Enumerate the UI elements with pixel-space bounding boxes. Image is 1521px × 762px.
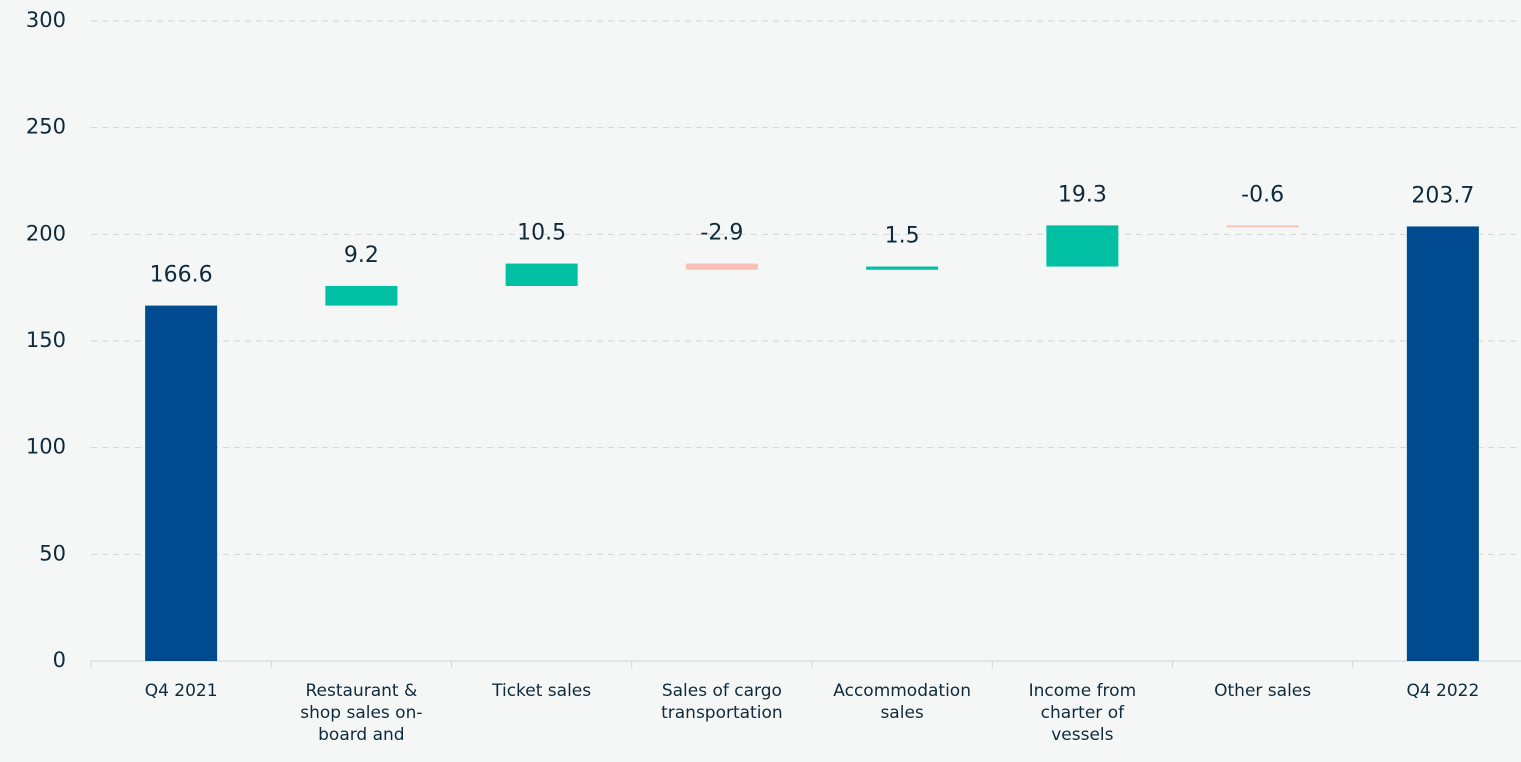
value-label: -0.6 <box>1241 182 1284 207</box>
x-tick-label: Ticket sales <box>491 681 591 701</box>
x-tick-label: Restaurant & shop sales on-board and <box>300 681 422 745</box>
value-label: 203.7 <box>1411 183 1474 208</box>
bar <box>866 266 939 270</box>
bar <box>685 263 758 270</box>
bar <box>505 263 578 286</box>
bar <box>145 305 218 661</box>
x-tick-label-line: Income from <box>1029 681 1137 701</box>
x-tick-label-line: shop sales on- <box>300 703 422 723</box>
x-tick-label-line: Accommodation <box>833 681 971 701</box>
x-tick-label-line: vessels <box>1051 725 1113 745</box>
value-label: -2.9 <box>700 221 743 246</box>
x-tick-label-line: board and <box>318 725 404 745</box>
y-tick-label: 300 <box>26 8 66 32</box>
x-tick-label: Other sales <box>1214 681 1311 701</box>
x-tick-label-line: Restaurant & <box>306 681 418 701</box>
y-tick-label: 0 <box>53 648 66 672</box>
x-tick-label: Q4 2021 <box>145 681 218 701</box>
x-tick-label-line: charter of <box>1041 703 1125 723</box>
x-tick-label-line: Q4 2021 <box>145 681 218 701</box>
value-label: 1.5 <box>885 224 920 249</box>
x-tick-label-line: Other sales <box>1214 681 1311 701</box>
y-tick-label: 150 <box>26 328 66 352</box>
value-label: 9.2 <box>344 243 379 268</box>
value-label: 10.5 <box>517 221 566 246</box>
value-label: 166.6 <box>150 263 213 288</box>
bar <box>1046 225 1119 267</box>
bar <box>1406 226 1479 661</box>
bar <box>1226 225 1299 228</box>
x-tick-label-line: sales <box>880 703 923 723</box>
x-tick-label-line: Sales of cargo <box>662 681 782 701</box>
x-tick-label: Sales of cargo transportation <box>661 681 783 723</box>
x-tick-label: Q4 2022 <box>1406 681 1479 701</box>
value-label: 19.3 <box>1058 182 1107 207</box>
x-tick-label-line: transportation <box>661 703 783 723</box>
y-tick-label: 50 <box>39 541 66 565</box>
x-tick-label: Income from charter of vessels <box>1029 681 1137 745</box>
x-tick-label: Accommodation sales <box>833 681 971 723</box>
y-tick-label: 100 <box>26 435 66 459</box>
x-tick-label-line: Q4 2022 <box>1406 681 1479 701</box>
bar <box>325 285 398 306</box>
x-tick-label-line: Ticket sales <box>491 681 591 701</box>
y-tick-label: 250 <box>26 115 66 139</box>
y-tick-label: 200 <box>26 221 66 245</box>
